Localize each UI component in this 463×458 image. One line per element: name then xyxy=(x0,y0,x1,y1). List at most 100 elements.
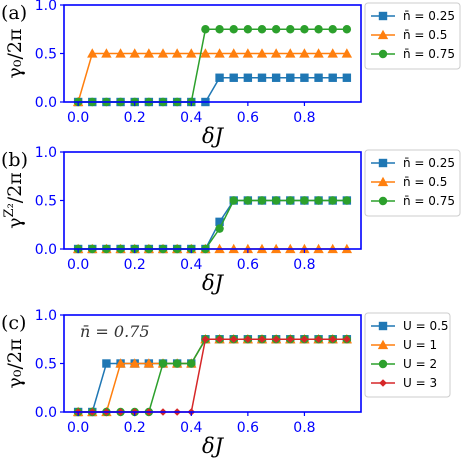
data-point xyxy=(257,196,267,205)
y-tick-label: 0.5 xyxy=(35,357,57,373)
y-axis-label: γZ₂/2π xyxy=(2,172,26,229)
x-tick-label: 0.8 xyxy=(293,420,315,436)
data-point xyxy=(286,25,295,34)
panel-label: (c) xyxy=(1,312,26,334)
legend-label: n̄ = 0.75 xyxy=(403,47,455,61)
data-point xyxy=(342,196,352,205)
series-line xyxy=(78,338,347,413)
data-point xyxy=(285,48,296,58)
x-tick-label: 0.0 xyxy=(67,257,89,273)
legend-marker xyxy=(378,196,388,206)
annotation: n̄ = 0.75 xyxy=(80,322,150,341)
data-point xyxy=(129,48,140,58)
data-point xyxy=(286,196,295,205)
chart-panel-3: 0.0 0.5 1.0 0.0 0.2 0.4 0.6 0.8 δJ γ₀/2π (c) n̄ = 0… xyxy=(1,308,451,458)
series-2 xyxy=(72,334,353,417)
data-point xyxy=(201,25,210,34)
series-3 xyxy=(73,25,352,107)
panel-label: (b) xyxy=(1,149,28,171)
legend-item: n̄ = 0.75 xyxy=(371,47,455,61)
y-tick-label: 1.0 xyxy=(35,145,57,161)
y-axis-label-tail: /2π xyxy=(4,172,26,203)
data-point xyxy=(158,359,168,368)
series-2 xyxy=(72,48,353,107)
data-point xyxy=(244,335,252,344)
legend-label: n̄ = 0.25 xyxy=(403,156,455,170)
legend-marker xyxy=(377,339,389,350)
x-axis-label: δJ xyxy=(202,124,225,148)
series-3 xyxy=(73,335,352,417)
data-point xyxy=(328,73,337,82)
x-tick-label: 0.6 xyxy=(237,420,259,436)
chart-panel-2: 0.0 0.5 1.0 0.0 0.2 0.4 0.6 0.8 δJ γZ₂/2π(b) n̄ = … xyxy=(1,145,461,295)
data-point xyxy=(256,48,268,58)
data-point xyxy=(215,73,224,82)
legend-marker xyxy=(377,29,389,40)
data-point xyxy=(187,359,196,368)
y-axis-label-superscript: Z₂ xyxy=(2,203,17,217)
data-point xyxy=(229,335,238,344)
legend-item: U = 0.5 xyxy=(371,319,449,333)
series-line xyxy=(78,199,347,250)
series-1 xyxy=(73,335,352,417)
legend: U = 0.5 U = 1 U = 2 U = 3 xyxy=(364,312,451,398)
data-point xyxy=(143,48,155,58)
x-axis-label: δJ xyxy=(202,434,225,458)
data-point xyxy=(243,73,253,82)
legend-frame xyxy=(364,312,451,398)
data-point xyxy=(258,335,266,344)
data-point xyxy=(257,73,267,82)
legend: n̄ = 0.25 n̄ = 0.5 n̄ = 0.75 xyxy=(364,2,461,70)
legend-label: n̄ = 0.25 xyxy=(403,9,455,23)
legend-marker xyxy=(378,11,388,21)
data-point xyxy=(314,73,323,82)
data-point xyxy=(215,224,224,233)
data-point xyxy=(328,335,337,344)
legend-marker xyxy=(379,379,387,387)
x-tick-label: 0.8 xyxy=(293,110,315,126)
legend-label: U = 0.5 xyxy=(403,319,449,333)
data-point xyxy=(343,335,351,344)
data-point xyxy=(314,25,323,34)
y-axis-label: γ₀/2π xyxy=(4,339,26,389)
legend-frame xyxy=(364,2,461,70)
data-point xyxy=(271,25,281,34)
data-point xyxy=(157,48,169,58)
data-point xyxy=(300,73,309,82)
legend-item: n̄ = 0.25 xyxy=(371,156,455,170)
legend-item: U = 1 xyxy=(371,338,437,352)
series-line xyxy=(78,338,347,413)
data-point xyxy=(314,196,323,205)
series-line xyxy=(78,199,347,250)
legend-frame xyxy=(364,149,461,217)
legend-marker xyxy=(378,321,388,331)
series-1 xyxy=(73,196,352,254)
data-point xyxy=(171,48,183,58)
chart-panel-1: 0.0 0.5 1.0 0.0 0.2 0.4 0.6 0.8 δJ γ₀/2π (a) n̄ = 0… xyxy=(1,0,461,148)
legend-marker xyxy=(378,359,388,369)
data-point xyxy=(243,25,253,34)
legend-label: n̄ = 0.5 xyxy=(403,28,447,42)
legend-item: U = 3 xyxy=(371,376,437,390)
x-tick-label: 0.4 xyxy=(180,257,202,273)
x-tick-label: 0.4 xyxy=(180,110,202,126)
x-tick-label: 0.6 xyxy=(237,110,259,126)
y-tick-label: 0.5 xyxy=(35,194,57,210)
data-point xyxy=(341,48,353,58)
data-point xyxy=(300,25,309,34)
legend-label: U = 3 xyxy=(403,376,437,390)
data-point xyxy=(300,196,309,205)
y-tick-label: 1.0 xyxy=(35,308,57,324)
data-point xyxy=(102,359,111,368)
data-point xyxy=(229,25,238,34)
data-point xyxy=(257,25,267,34)
x-tick-label: 0.2 xyxy=(124,257,146,273)
data-point xyxy=(314,335,323,344)
data-point xyxy=(271,73,281,82)
data-point xyxy=(215,217,224,227)
data-point xyxy=(286,335,295,344)
legend-label: U = 1 xyxy=(403,338,437,352)
series-line xyxy=(78,338,347,413)
data-point xyxy=(270,48,282,58)
legend-item: n̄ = 0.5 xyxy=(371,175,447,189)
